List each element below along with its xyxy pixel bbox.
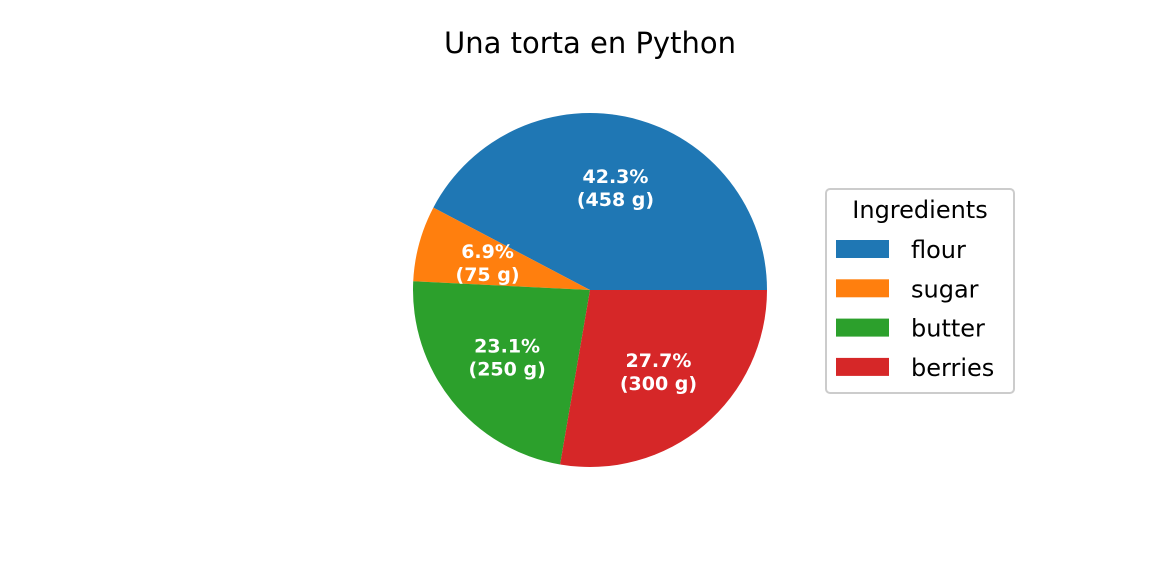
legend-label-sugar: sugar bbox=[911, 275, 979, 303]
legend-swatch-flour bbox=[836, 240, 889, 258]
pie-slice-flour bbox=[433, 112, 767, 291]
slice-label-berries: 27.7% (300 g) bbox=[620, 350, 697, 395]
chart-title: Una torta en Python bbox=[444, 26, 736, 60]
legend-swatch-berries bbox=[836, 357, 889, 376]
pie-slice-labels: 42.3% (458 g) 6.9% (75 g) 23.1% (250 g) 27.7%(… bbox=[456, 166, 698, 395]
slice-label-butter: 23.1% (250 g) bbox=[469, 335, 546, 380]
legend: Ingredients flour sugar butter berries bbox=[825, 188, 1015, 394]
slice-label-flour: 42.3% (458 g) bbox=[577, 166, 654, 211]
legend-swatch-butter bbox=[836, 318, 889, 337]
slice-label-sugar: 6.9% (75 g) bbox=[456, 241, 520, 286]
legend-title: Ingredients bbox=[852, 196, 987, 224]
pie-slices bbox=[413, 112, 767, 467]
legend-label-butter: butter bbox=[911, 315, 985, 343]
pie-slice-berries bbox=[560, 290, 767, 467]
legend-items: flour sugar butter berries bbox=[836, 236, 994, 382]
legend-swatch-sugar bbox=[836, 279, 889, 298]
pie-slice-sugar bbox=[413, 207, 590, 290]
legend-label-flour: flour bbox=[911, 236, 966, 264]
legend-label-berries: berries bbox=[911, 354, 994, 382]
pie-slice-butter bbox=[413, 281, 590, 465]
